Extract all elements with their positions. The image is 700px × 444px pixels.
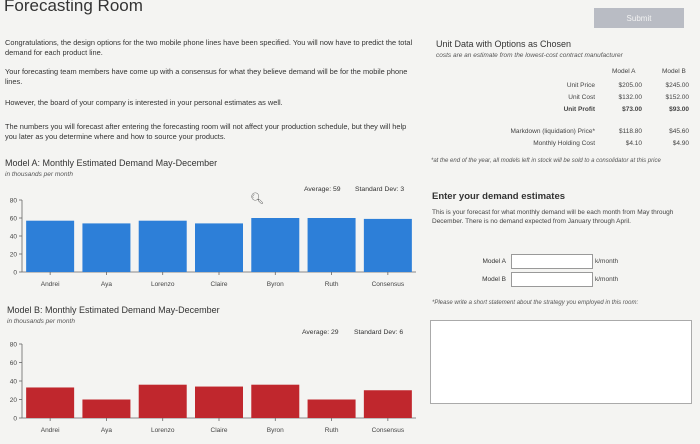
intro-paragraph-3: However, the board of your company is in… — [5, 98, 283, 107]
chart-b-stddev: Standard Dev: 6 — [354, 329, 404, 336]
submit-button[interactable]: Submit — [594, 8, 684, 28]
holding-cost-b: $4.90 — [672, 140, 689, 147]
chart-a: 0 20 40 60 80 Andrei Aya Lorenzo Claire Byron Ruth… — [4, 194, 420, 290]
chart-a-xtick-label-claire: Claire — [211, 281, 228, 288]
chart-a-ytick-label: 0 — [13, 270, 17, 277]
unit-data-subtitle: costs are an estimate from the lowest-co… — [436, 52, 623, 59]
chart-a-ytick-label: 60 — [10, 216, 18, 223]
demand-form-title: Enter your demand estimates — [432, 191, 566, 202]
row-label-unit-price: Unit Price — [566, 82, 595, 89]
markdown-price-b: $45.60 — [669, 128, 689, 135]
intro-paragraph-4: The numbers you will forecast after ente… — [5, 122, 407, 141]
zoom-icon[interactable]: 🔍︎ — [250, 193, 264, 205]
chart-b-bar-byron — [251, 384, 300, 418]
chart-a-xtick-label-ruth: Ruth — [325, 281, 339, 288]
intro-paragraph-1: Congratulations, the design options for … — [5, 38, 413, 57]
row-label-markdown-price: Markdown (liquidation) Price* — [510, 128, 595, 135]
unit-price-a: $205.00 — [618, 82, 643, 89]
row-label-holding-cost: Monthly Holding Cost — [533, 140, 595, 147]
chart-a-stddev: Standard Dev: 3 — [355, 186, 405, 193]
chart-b-ytick-label: 80 — [10, 342, 18, 349]
chart-b-bar-andrei — [26, 387, 75, 418]
chart-a-xtick-label-consensus: Consensus — [372, 281, 405, 288]
intro-paragraph-2: Your forecasting team members have come … — [5, 67, 408, 86]
holding-cost-a: $4.10 — [625, 140, 642, 147]
chart-b-xtick-label-andrei: Andrei — [41, 427, 60, 434]
unit-data-note: *at the end of the year, all models left… — [431, 158, 661, 164]
unit-profit-a: $73.00 — [622, 106, 642, 113]
chart-a-bar-claire — [195, 223, 243, 272]
chart-b-ytick-label: 20 — [10, 397, 18, 404]
chart-b-ytick-label: 0 — [13, 416, 17, 423]
model-a-label: Model A — [482, 258, 507, 265]
chart-b-subtitle: in thousands per month — [7, 318, 75, 325]
chart-a-bar-byron — [251, 218, 300, 272]
col-header-model-b: Model B — [662, 68, 686, 75]
row-label-unit-profit: Unit Profit — [563, 106, 595, 113]
chart-b-bar-aya — [82, 399, 131, 418]
chart-b-bar-consensus — [363, 390, 412, 418]
unit-data-title: Unit Data with Options as Chosen — [436, 39, 572, 49]
model-a-unit: k/month — [595, 258, 619, 265]
chart-a-title: Model A: Monthly Estimated Demand May-De… — [5, 158, 218, 168]
chart-a-subtitle: in thousands per month — [5, 171, 73, 178]
chart-a-xtick-label-lorenzo: Lorenzo — [151, 281, 175, 288]
unit-profit-b: $93.00 — [669, 106, 689, 113]
chart-b-xtick-label-consensus: Consensus — [372, 427, 405, 434]
page-title: Forecasting Room — [4, 0, 143, 15]
model-a-demand-input[interactable] — [511, 254, 593, 269]
chart-a-bar-andrei — [26, 220, 75, 272]
model-b-label: Model B — [482, 276, 506, 283]
chart-b-xtick-label-claire: Claire — [211, 427, 228, 434]
chart-b: 0 20 40 60 80 Andrei Aya Lorenzo Claire Byron Ruth… — [4, 338, 420, 438]
chart-a-average: Average: 59 — [304, 186, 341, 193]
chart-b-ytick-label: 60 — [10, 360, 18, 367]
chart-a-xtick-label-byron: Byron — [267, 281, 284, 288]
chart-b-svg: 0 20 40 60 80 Andrei Aya Lorenzo Claire Byron Ruth… — [10, 342, 416, 434]
unit-price-b: $245.00 — [665, 82, 690, 89]
chart-b-title: Model B: Monthly Estimated Demand May-De… — [7, 305, 220, 315]
chart-a-xtick-label-aya: Aya — [101, 281, 112, 288]
chart-a-svg: 0 20 40 60 80 Andrei Aya Lorenzo Claire Byron Ruth… — [10, 198, 416, 288]
chart-b-bar-ruth — [307, 399, 356, 418]
chart-b-xtick-label-byron: Byron — [267, 427, 284, 434]
chart-b-average: Average: 29 — [302, 329, 339, 336]
row-label-unit-cost: Unit Cost — [568, 94, 595, 101]
chart-b-xtick-label-ruth: Ruth — [325, 427, 339, 434]
model-b-unit: k/month — [595, 276, 619, 283]
chart-a-bar-consensus — [363, 218, 412, 272]
chart-b-ytick-label: 40 — [10, 379, 18, 386]
strategy-textarea[interactable] — [430, 320, 692, 404]
markdown-price-a: $118.80 — [618, 128, 642, 135]
chart-a-bar-lorenzo — [138, 220, 187, 272]
chart-a-ytick-label: 20 — [10, 252, 18, 259]
unit-cost-a: $132.00 — [618, 94, 643, 101]
strategy-prompt: *Please write a short statement about th… — [432, 300, 639, 306]
col-header-model-a: Model A — [612, 68, 636, 75]
chart-a-ytick-label: 40 — [10, 234, 18, 241]
chart-b-xtick-label-lorenzo: Lorenzo — [151, 427, 175, 434]
chart-b-xtick-label-aya: Aya — [101, 427, 112, 434]
chart-a-ytick-label: 80 — [10, 198, 18, 205]
chart-b-bar-lorenzo — [138, 384, 187, 418]
demand-form-description: This is your forecast for what monthly d… — [432, 209, 674, 225]
model-b-demand-input[interactable] — [511, 272, 593, 287]
chart-a-bar-aya — [82, 223, 131, 272]
chart-a-bar-ruth — [307, 218, 356, 272]
chart-b-bar-claire — [195, 386, 243, 418]
chart-a-xtick-label-andrei: Andrei — [41, 281, 60, 288]
unit-cost-b: $152.00 — [665, 94, 690, 101]
